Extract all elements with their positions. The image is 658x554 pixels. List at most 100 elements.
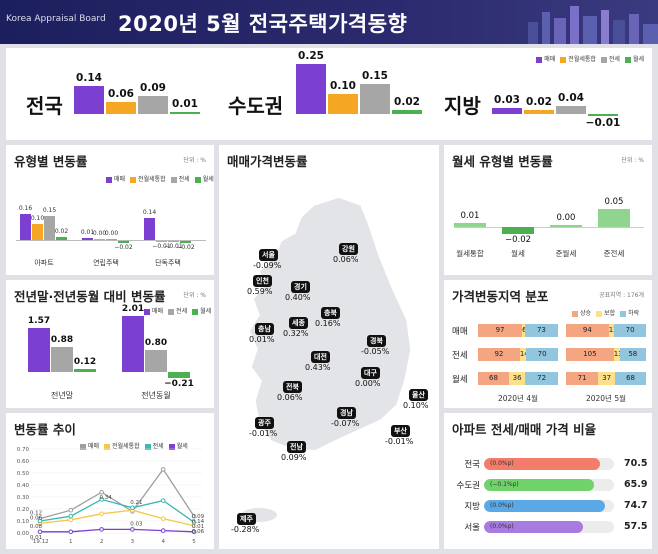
compare-legend: 매매 전세 월세 bbox=[144, 306, 211, 315]
map-region-tag: 대전 bbox=[311, 351, 330, 363]
monthly-category-label: 월세 bbox=[511, 249, 525, 258]
dist-segment: 6 bbox=[522, 324, 527, 337]
legend-item: 전세 bbox=[600, 54, 620, 63]
type-bar bbox=[82, 238, 93, 240]
dist-period-label: 2020년 4월 bbox=[497, 394, 539, 403]
dist-period-label: 2020년 5월 bbox=[585, 394, 627, 403]
summary-bar bbox=[106, 102, 136, 114]
summary-bar bbox=[492, 108, 522, 114]
legend-item: 월세 bbox=[192, 306, 211, 315]
legend-item: 월세 bbox=[168, 441, 188, 450]
map-region-value: 0.43% bbox=[305, 363, 331, 372]
ratio-row: 전국 (0.0%p) 70.5 bbox=[452, 457, 652, 471]
monthly-bar bbox=[598, 209, 630, 227]
type-bar bbox=[180, 240, 191, 244]
map-region-value: 0.09% bbox=[281, 453, 307, 462]
ratio-change: (0.0%p) bbox=[490, 460, 514, 467]
compare-bar bbox=[51, 347, 73, 372]
trend-point bbox=[160, 467, 166, 472]
trend-point bbox=[68, 529, 74, 535]
summary-value-label: 0.01 bbox=[172, 98, 198, 110]
ratio-track: (−0.1%p) bbox=[484, 479, 614, 491]
trend-point-label: 0.21 bbox=[130, 500, 142, 506]
trend-svg: 0.70 0.60 0.50 0.40 0.30 0.20 0.10 0.00'19.12 1 2… bbox=[17, 447, 205, 545]
type-value-label: −0.01 bbox=[152, 242, 171, 250]
trend-y-tick: 0.00 bbox=[17, 531, 30, 537]
map-region-value: 0.00% bbox=[355, 379, 381, 388]
dist-legend: 상승 보합 하락 bbox=[572, 308, 639, 317]
map-region-value: -0.01% bbox=[385, 437, 414, 446]
ratio-row: 서울 (0.0%p) 57.5 bbox=[452, 520, 652, 534]
trend-point-label: 0.06 bbox=[30, 515, 43, 521]
trend-x-tick: 5 bbox=[192, 539, 196, 545]
compare-value-label: 0.88 bbox=[50, 335, 74, 346]
map-region-value: 0.32% bbox=[283, 329, 309, 338]
summary-bar bbox=[74, 86, 104, 114]
trend-point bbox=[191, 529, 197, 535]
summary-bar bbox=[138, 96, 168, 114]
type-category-label: 단독주택 bbox=[155, 259, 181, 267]
ratio-change: (0.0%p) bbox=[490, 523, 514, 530]
legend-item: 보합 bbox=[596, 308, 615, 317]
dist-segment: 92 bbox=[478, 348, 520, 361]
trend-y-tick: 0.10 bbox=[17, 519, 30, 525]
monthly-value-label: 0.00 bbox=[556, 213, 576, 223]
ratio-name: 전국 bbox=[464, 460, 480, 470]
trend-point bbox=[68, 517, 74, 523]
map-region-tag: 부산 bbox=[391, 425, 410, 437]
trend-point-label: 0.01 bbox=[192, 524, 204, 530]
type-bar bbox=[32, 224, 43, 240]
org-name: Korea Appraisal Board bbox=[6, 14, 106, 24]
map-panel: 매매가격변동률 서울 -0.09% 인천 0.59% 경기 0.40% 강원 0.06% 충북 0… bbox=[219, 145, 439, 549]
dist-segment: 70 bbox=[614, 324, 646, 337]
map-region-value: -0.28% bbox=[231, 525, 260, 534]
trend-line bbox=[39, 509, 195, 527]
trend-x-tick: 1 bbox=[69, 539, 73, 545]
map-region-tag: 제주 bbox=[237, 513, 256, 525]
ratio-value: 70.5 bbox=[624, 458, 648, 469]
summary-bar bbox=[524, 110, 554, 114]
map-region-value: 0.06% bbox=[333, 255, 359, 264]
region-name: 전국 bbox=[26, 94, 63, 118]
compare-value-label: 1.57 bbox=[27, 316, 51, 327]
map-region-tag: 강원 bbox=[339, 243, 358, 255]
monthly-bar bbox=[502, 227, 534, 235]
trend-line bbox=[39, 498, 195, 523]
compare-panel-unit: 단위 : % bbox=[183, 292, 206, 299]
type-value-label: −0.02 bbox=[114, 244, 133, 252]
legend-item: 매매 bbox=[536, 54, 555, 63]
dist-segment: 13 bbox=[613, 348, 623, 361]
compare-category-label: 전년동월 bbox=[141, 391, 171, 400]
summary-value-label: 0.02 bbox=[526, 96, 552, 108]
ratio-name: 수도권 bbox=[456, 481, 480, 491]
ratio-name: 서울 bbox=[464, 523, 480, 533]
dist-segment: 12 bbox=[608, 324, 618, 337]
trend-point bbox=[99, 497, 104, 502]
trend-line bbox=[39, 468, 195, 520]
monthly-baseline bbox=[454, 227, 644, 228]
legend-item: 전월세통합 bbox=[560, 54, 596, 63]
dist-segment: 37 bbox=[598, 372, 616, 385]
ratio-fill bbox=[484, 500, 606, 512]
trend-point-label: 0.08 bbox=[30, 524, 43, 530]
summary-value-label: −0.01 bbox=[585, 117, 621, 129]
map-region-value: -0.09% bbox=[253, 261, 282, 270]
trend-point bbox=[160, 498, 166, 503]
ratio-value: 65.9 bbox=[624, 479, 648, 490]
trend-line bbox=[40, 528, 195, 533]
type-bar bbox=[44, 216, 55, 240]
trend-point-label: 0.14 bbox=[192, 519, 205, 525]
dist-segment: 68 bbox=[615, 372, 646, 385]
map-region-tag: 전북 bbox=[283, 381, 302, 393]
trend-point-label: 0.12 bbox=[30, 511, 42, 517]
trend-point bbox=[160, 528, 166, 533]
ratio-panel: 아파트 전세/매매 가격 비율 전국 (0.0%p) 70.5 수도권 (−0.1%p)… bbox=[444, 413, 652, 549]
trend-point-label: 0.01 bbox=[30, 535, 42, 541]
trend-point bbox=[130, 527, 135, 532]
monthly-panel: 월세 유형별 변동률 단위 : % 0.01 월세통합 −0.02 월세 0.00 준월세… bbox=[444, 145, 652, 275]
page-title: 2020년 5월 전국주택가격동향 bbox=[118, 12, 408, 36]
ratio-value: 74.7 bbox=[624, 500, 648, 511]
summary-value-label: 0.04 bbox=[558, 92, 584, 104]
compare-bar bbox=[74, 368, 96, 372]
map-region-tag: 세종 bbox=[289, 317, 308, 329]
